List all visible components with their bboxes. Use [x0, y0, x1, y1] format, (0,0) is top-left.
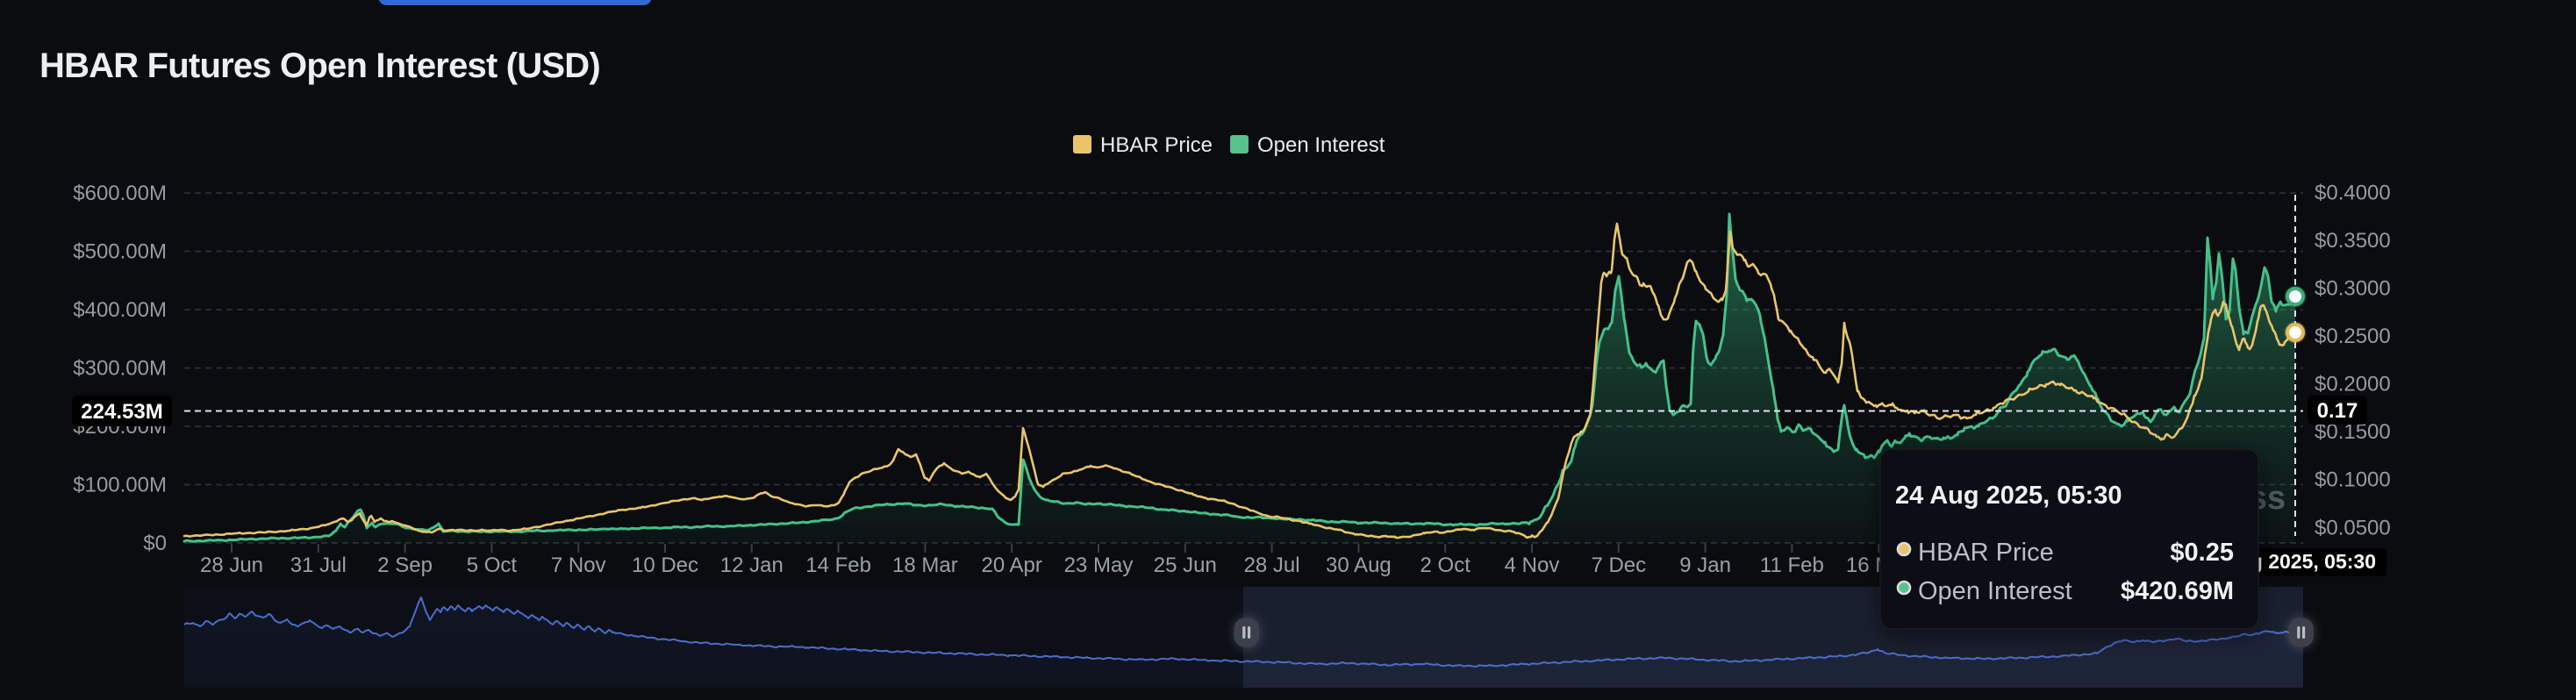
svg-text:23 May: 23 May — [1064, 554, 1134, 577]
svg-text:$0.1000: $0.1000 — [2315, 468, 2391, 492]
svg-text:$600.00M: $600.00M — [73, 182, 167, 205]
svg-text:$0: $0 — [143, 532, 167, 555]
svg-text:HBAR Price: HBAR Price — [1100, 133, 1213, 157]
svg-text:28 Jul: 28 Jul — [1244, 554, 1300, 577]
svg-text:$100.00M: $100.00M — [73, 474, 167, 497]
svg-text:2 Sep: 2 Sep — [377, 554, 433, 577]
svg-text:$500.00M: $500.00M — [73, 240, 167, 264]
svg-text:0.17: 0.17 — [2317, 399, 2358, 423]
svg-text:2 Oct: 2 Oct — [1420, 554, 1471, 577]
svg-text:20 Apr: 20 Apr — [982, 554, 1042, 577]
svg-text:224.53M: 224.53M — [81, 400, 162, 424]
svg-text:$0.3500: $0.3500 — [2315, 229, 2391, 253]
svg-text:28 Jun: 28 Jun — [200, 554, 263, 577]
svg-text:18 Mar: 18 Mar — [892, 554, 958, 577]
svg-text:7 Dec: 7 Dec — [1591, 554, 1646, 577]
svg-text:24 Aug 2025, 05:30: 24 Aug 2025, 05:30 — [1895, 482, 2122, 510]
svg-text:$300.00M: $300.00M — [73, 357, 167, 381]
svg-text:$0.3000: $0.3000 — [2315, 277, 2391, 301]
svg-text:Open Interest: Open Interest — [1918, 577, 2072, 605]
svg-text:30 Aug: 30 Aug — [1326, 554, 1392, 577]
svg-text:11 Feb: 11 Feb — [1760, 554, 1824, 577]
svg-text:12 Jan: 12 Jan — [720, 554, 784, 577]
svg-text:$0.2500: $0.2500 — [2315, 325, 2391, 348]
svg-text:HBAR Price: HBAR Price — [1918, 539, 2054, 567]
svg-text:Open Interest: Open Interest — [1257, 133, 1385, 157]
svg-text:4 Nov: 4 Nov — [1505, 554, 1560, 577]
svg-text:$0.4000: $0.4000 — [2315, 181, 2391, 204]
svg-text:25 Jun: 25 Jun — [1154, 554, 1217, 577]
svg-text:$400.00M: $400.00M — [73, 298, 167, 322]
svg-text:$0.25: $0.25 — [2170, 539, 2234, 567]
svg-text:31 Jul: 31 Jul — [290, 554, 347, 577]
svg-text:10 Dec: 10 Dec — [632, 554, 698, 577]
svg-text:$0.0500: $0.0500 — [2315, 516, 2391, 539]
svg-text:$0.2000: $0.2000 — [2315, 373, 2391, 396]
svg-text:7 Nov: 7 Nov — [551, 554, 606, 577]
svg-text:$420.69M: $420.69M — [2121, 577, 2234, 605]
svg-text:9 Jan: 9 Jan — [1679, 554, 1731, 577]
svg-text:14 Feb: 14 Feb — [805, 554, 871, 577]
svg-text:HBAR Futures Open Interest (US: HBAR Futures Open Interest (USD) — [39, 46, 600, 85]
svg-text:5 Oct: 5 Oct — [467, 554, 518, 577]
